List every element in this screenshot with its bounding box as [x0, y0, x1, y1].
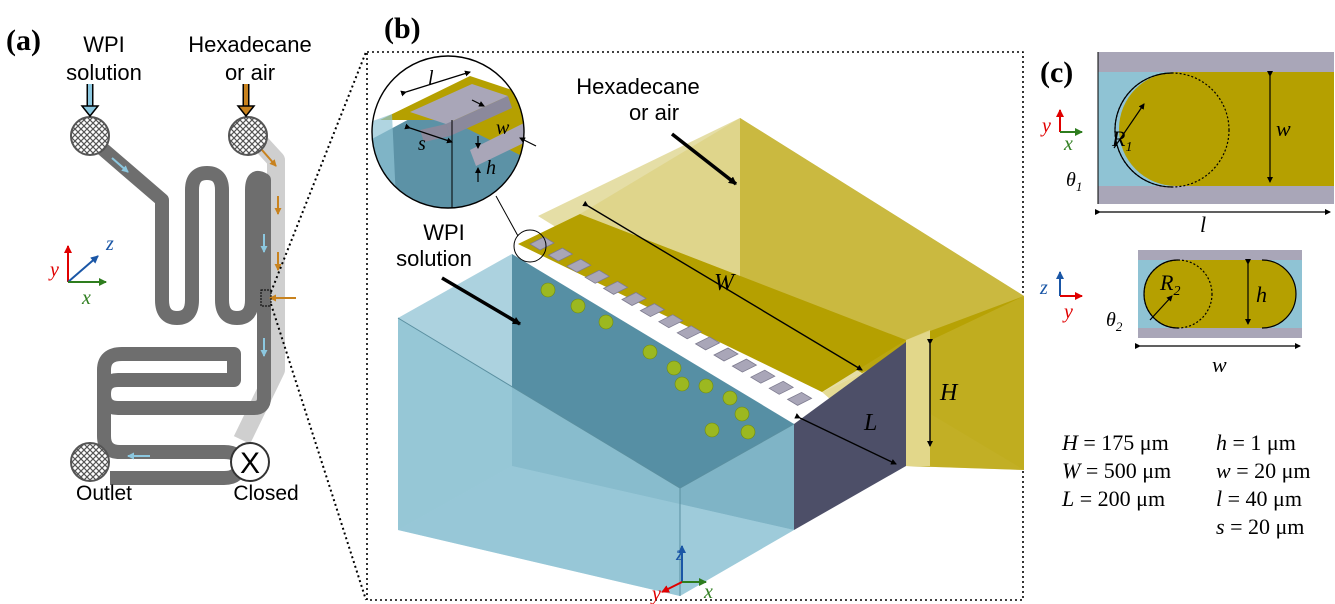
closed-label: Closed [233, 482, 298, 505]
axes-b: z y x [650, 543, 713, 604]
inset-circle-border [371, 55, 525, 209]
panel-c: (c) R1 θ1 w l y x [1039, 52, 1334, 539]
cross-section-top: R1 θ1 w l y x [1040, 52, 1334, 237]
panel-label-a: (a) [6, 24, 41, 57]
oil-strip [906, 330, 930, 466]
terrace-step [713, 347, 739, 362]
oil-right-face [906, 296, 1024, 470]
axis-y-label-c2: y [1062, 301, 1073, 323]
oil-label-2: or air [629, 100, 679, 125]
dim-l-top-label: l [1200, 212, 1206, 237]
inset-label-h: h [486, 157, 496, 179]
axis-z-label-b: z [675, 543, 684, 565]
oil-inlet-label-1: Hexadecane [188, 32, 312, 57]
wpi-label-1: WPI [423, 220, 465, 245]
panel-label-b: (b) [384, 12, 421, 45]
axis-x-label-a: x [81, 287, 91, 309]
water-right-face [680, 424, 794, 596]
param-l: l = 40 μm [1216, 486, 1302, 511]
dim-L-label: L [863, 410, 877, 436]
axis-z-label-a: z [105, 233, 114, 255]
terrace-step [768, 380, 795, 395]
closed-x-mark: X [240, 447, 260, 480]
zoom-line-bottom [270, 303, 367, 601]
droplet [570, 298, 586, 314]
droplet [734, 406, 750, 422]
axis-z-label-c2: z [1039, 277, 1048, 299]
inset-label-l: l [428, 67, 434, 89]
axis-y-label-b: y [650, 583, 661, 604]
panel-label-c: (c) [1040, 56, 1073, 89]
droplet [722, 390, 738, 406]
wpi-inlet-label-1: WPI [83, 32, 125, 57]
oil-label-1: Hexadecane [576, 74, 700, 99]
inset-dim-l [400, 70, 471, 97]
wpi-inlet-label-2: solution [66, 60, 142, 85]
dim-w-top-label: w [1276, 116, 1291, 141]
inset-label-w: w [496, 117, 510, 139]
droplet [666, 360, 682, 376]
droplet [704, 422, 720, 438]
axis-x-label-b: x [703, 581, 713, 603]
outlet-port [70, 442, 110, 482]
droplet [740, 424, 756, 440]
param-H: H = 175 μm [1061, 430, 1169, 455]
inset-dim-w2 [519, 137, 537, 147]
outlet-label: Outlet [76, 482, 132, 505]
parameter-list: H = 175 μm W = 500 μm L = 200 μm h = 1 μ… [1061, 430, 1311, 539]
inset-magnifier [372, 56, 524, 208]
inset-label-s: s [418, 133, 426, 155]
param-h: h = 1 μm [1216, 430, 1296, 455]
flow-arrow-oil-1 [261, 149, 277, 167]
dim-H-label: H [939, 380, 959, 406]
dim-w-bottom-label: w [1212, 352, 1227, 377]
droplet [698, 378, 714, 394]
flow-arrow-wpi-1 [111, 157, 129, 173]
inset-source-circle [513, 229, 547, 263]
terrace-step [786, 391, 813, 406]
param-L: L = 200 μm [1061, 486, 1165, 511]
inset-dim-s [404, 123, 453, 144]
terrace-step [749, 369, 776, 384]
axis-y-label-a: y [48, 259, 59, 281]
water-front-face [398, 318, 680, 596]
terrace-step [731, 358, 758, 373]
theta2-label: θ2 [1106, 309, 1123, 334]
oil-pointer-arrow [670, 132, 738, 186]
axes-a: y z x [48, 233, 114, 309]
axis-y-label-c1: y [1040, 115, 1051, 137]
inlet-port-wpi [70, 116, 110, 156]
droplet [642, 344, 658, 360]
param-w: w = 20 μm [1216, 458, 1311, 483]
inset-dim-w1 [471, 99, 485, 107]
zoom-line-top [270, 51, 367, 293]
wpi-label-2: solution [396, 246, 472, 271]
dim-L-line [794, 413, 897, 465]
axis-x-label-c1: x [1063, 133, 1073, 155]
param-W: W = 500 μm [1062, 458, 1171, 483]
dim-W-line [582, 200, 863, 371]
dim-W-label: W [714, 270, 736, 296]
oil-inlet-label-2: or air [225, 60, 275, 85]
dim-h-bottom-label: h [1256, 282, 1267, 307]
theta1-label: θ1 [1066, 169, 1082, 194]
R1-label: R1 [1111, 126, 1132, 155]
param-s: s = 20 μm [1216, 514, 1304, 539]
panel-a: (a) X WPI s [6, 24, 367, 601]
inlet-port-oil [228, 116, 268, 156]
closed-port [230, 442, 270, 482]
terrace-step [529, 236, 555, 251]
inset-connector [495, 195, 519, 237]
droplet [540, 282, 556, 298]
wpi-pointer-arrow [441, 276, 521, 326]
droplet [674, 376, 690, 392]
R2-label: R2 [1159, 270, 1180, 299]
cross-section-bottom: R2 θ2 h w z y [1039, 250, 1302, 377]
zoom-region-box [260, 289, 272, 307]
terrace-step [547, 247, 574, 262]
panel-b: (b) W L H [366, 12, 1024, 604]
droplet [598, 314, 614, 330]
main-channel [85, 132, 271, 485]
